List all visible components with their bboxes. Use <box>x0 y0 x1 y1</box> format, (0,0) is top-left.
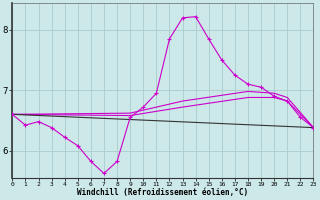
X-axis label: Windchill (Refroidissement éolien,°C): Windchill (Refroidissement éolien,°C) <box>77 188 248 197</box>
